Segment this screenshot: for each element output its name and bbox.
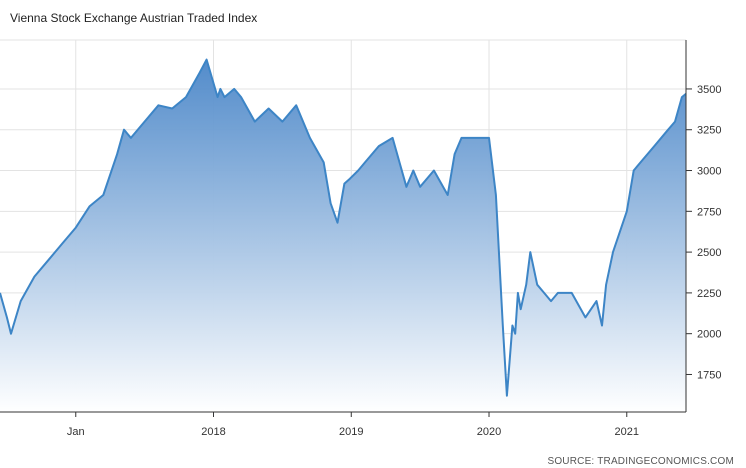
source-note: SOURCE: TRADINGECONOMICS.COM: [547, 456, 734, 467]
y-tick-label: 1750: [697, 369, 721, 381]
y-tick-label: 3250: [697, 125, 721, 137]
area-fill: [0, 59, 686, 412]
y-tick-label: 2750: [697, 206, 721, 218]
y-tick-label: 3000: [697, 166, 721, 178]
y-tick-label: 2000: [697, 329, 721, 341]
x-tick-label: 2020: [477, 426, 501, 438]
y-tick-label: 2250: [697, 288, 721, 300]
y-tick-label: 3500: [697, 84, 721, 96]
x-tick-label: 2021: [615, 426, 639, 438]
x-tick-label: 2018: [201, 426, 225, 438]
area-series: [0, 58, 687, 412]
chart-title: Vienna Stock Exchange Austrian Traded In…: [10, 11, 258, 25]
series-line: [0, 58, 687, 397]
x-tick-label: Jan: [67, 426, 85, 438]
y-tick-label: 2500: [697, 247, 721, 259]
tick-labels: 1750 2000 2250 2500 2750 3000 3250 3500 Jan 2018 2…: [67, 84, 722, 438]
axes: [0, 40, 692, 417]
x-tick-label: 2019: [339, 426, 363, 438]
